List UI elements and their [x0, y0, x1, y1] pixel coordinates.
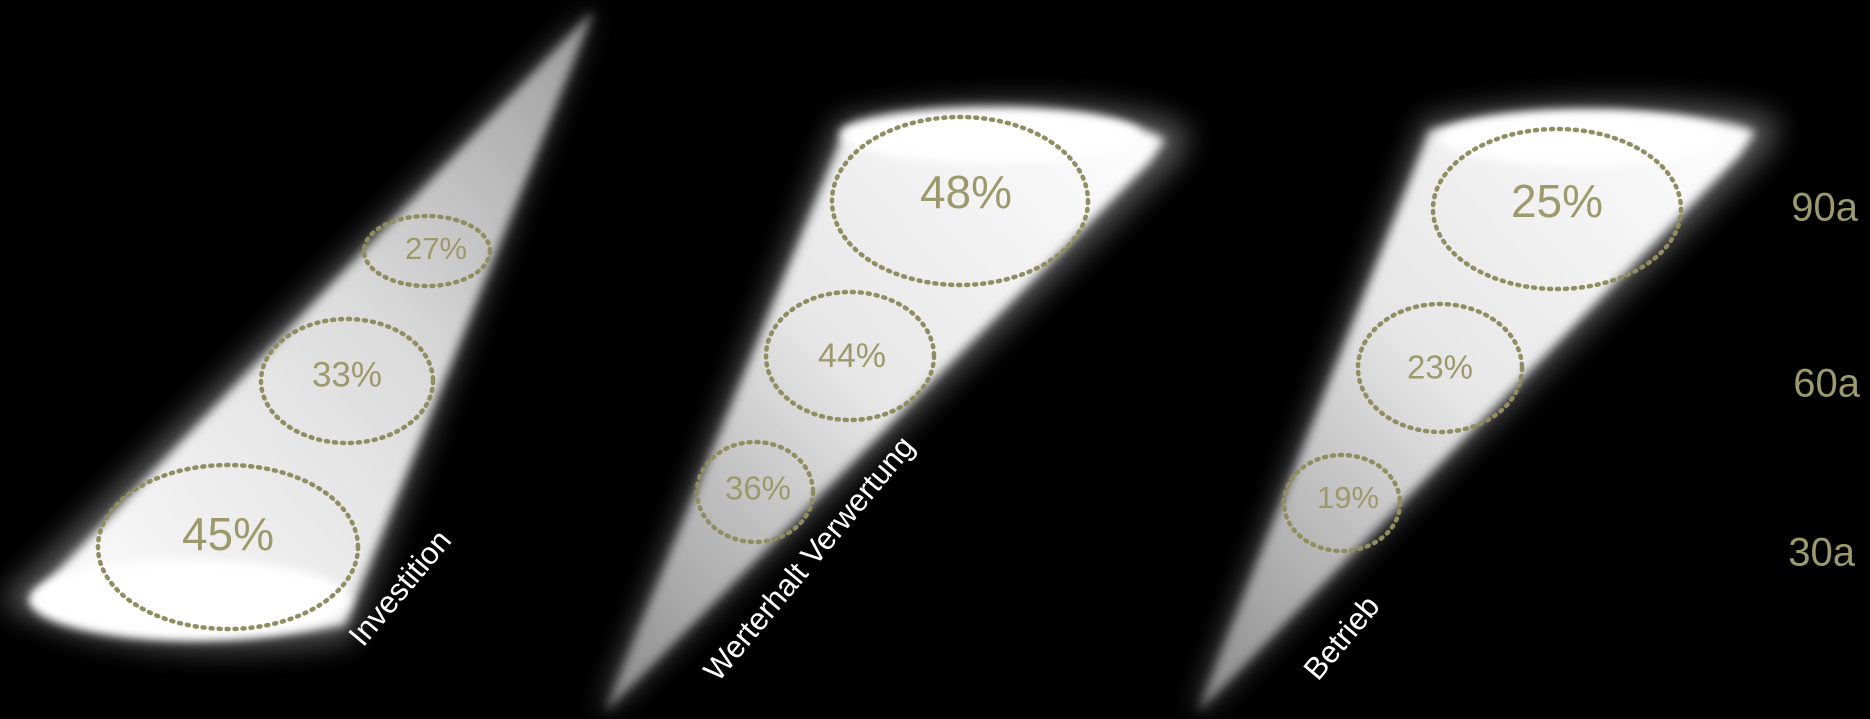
- value-betrieb-90a: 25%: [1511, 175, 1603, 227]
- ring-werterhalt-60a: [763, 289, 937, 423]
- value-werterhalt-30a: 36%: [725, 470, 791, 507]
- ring-werterhalt-30a: [694, 439, 816, 545]
- value-betrieb-60a: 23%: [1407, 349, 1473, 386]
- ring-investition-60a: [258, 316, 436, 446]
- ring-betrieb-60a: [1355, 301, 1525, 435]
- value-investition-90a: 27%: [405, 231, 467, 266]
- cone-label-betrieb: Betrieb: [1297, 589, 1387, 687]
- age-axis: 90a 60a 30a: [1788, 186, 1860, 575]
- value-werterhalt-60a: 44%: [818, 337, 886, 375]
- value-werterhalt-90a: 48%: [920, 166, 1012, 218]
- ring-investition-90a: [361, 213, 493, 289]
- value-investition-60a: 33%: [312, 355, 382, 394]
- ring-werterhalt-90a: [829, 114, 1091, 288]
- ring-betrieb-90a: [1430, 126, 1684, 292]
- age-label-60a: 60a: [1793, 362, 1860, 406]
- ring-investition-30a: [95, 462, 361, 632]
- age-label-30a: 30a: [1788, 531, 1855, 575]
- cone-investition: 45% 33% 27% Investition: [0, 8, 594, 652]
- ring-betrieb-30a: [1281, 452, 1403, 554]
- value-betrieb-30a: 19%: [1317, 480, 1379, 515]
- value-investition-30a: 45%: [182, 508, 274, 560]
- cone-werterhalt-verwertung: 36% 44% 48% Werterhalt Verwertung: [598, 102, 1190, 719]
- cone-betrieb: 19% 23% 25% Betrieb: [1192, 101, 1780, 719]
- age-label-90a: 90a: [1791, 186, 1858, 230]
